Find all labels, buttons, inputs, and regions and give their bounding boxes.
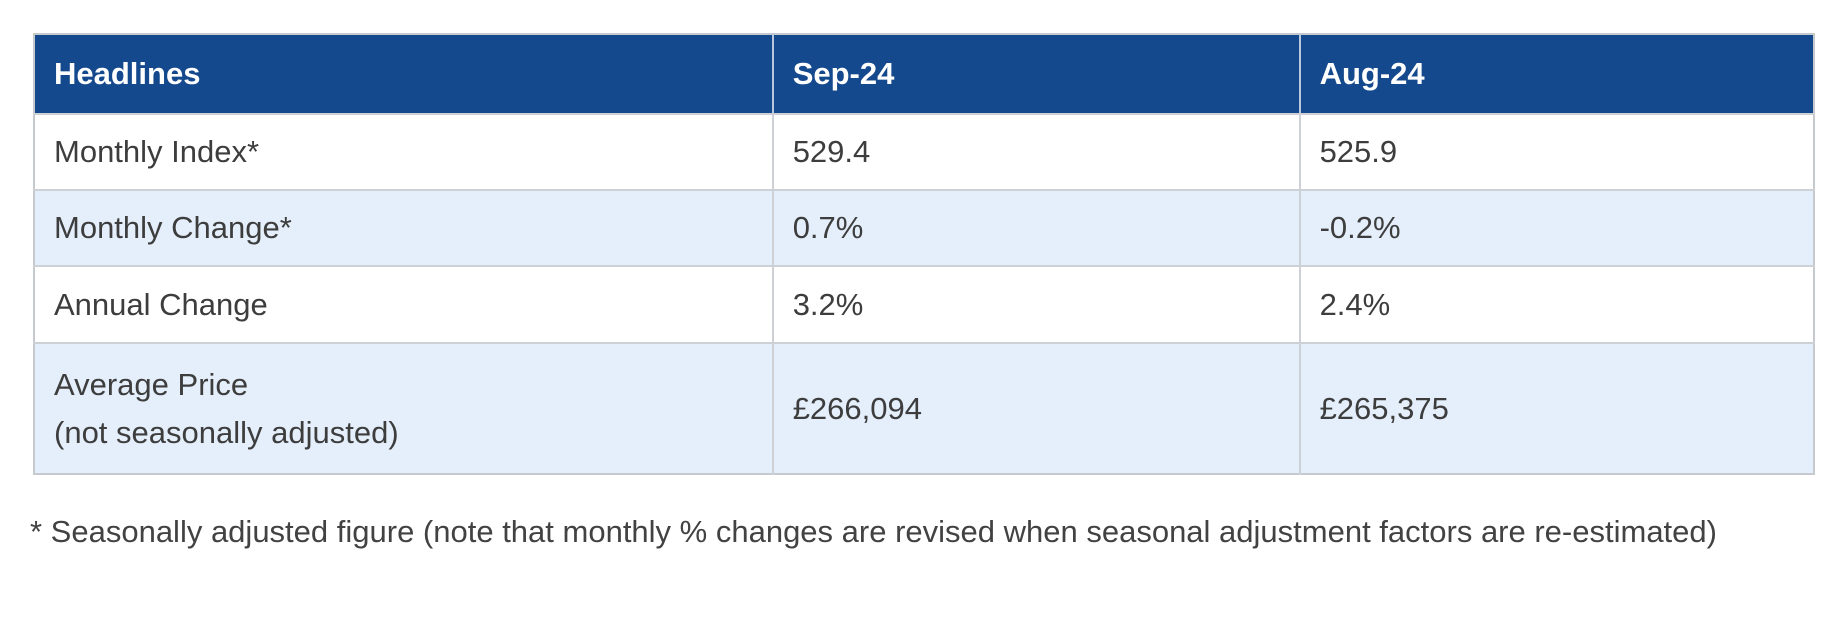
row-label-line2: (not seasonally adjusted)	[54, 414, 399, 450]
row-label: Monthly Index*	[34, 114, 774, 191]
cell-sep24-monthly-index: 529.4	[772, 114, 1301, 191]
headlines-table: Headlines Sep-24 Aug-24 Monthly Index* 5…	[33, 33, 1815, 475]
cell-aug24-average-price: £265,375	[1299, 343, 1814, 474]
cell-sep24-monthly-change: 0.7%	[772, 190, 1301, 267]
cell-sep24-annual-change: 3.2%	[772, 266, 1301, 344]
cell-sep24-average-price: £266,094	[772, 343, 1301, 474]
headlines-table-container: Headlines Sep-24 Aug-24 Monthly Index* 5…	[33, 33, 1815, 475]
header-row: Headlines Sep-24 Aug-24	[34, 34, 1814, 115]
row-label: Average Price (not seasonally adjusted)	[34, 343, 774, 474]
column-header-aug-24: Aug-24	[1299, 34, 1814, 115]
table-row-monthly-change: Monthly Change* 0.7% -0.2%	[34, 190, 1814, 267]
column-header-sep-24: Sep-24	[772, 34, 1301, 115]
row-label: Annual Change	[34, 266, 774, 344]
table-header: Headlines Sep-24 Aug-24	[34, 34, 1814, 115]
table-body: Monthly Index* 529.4 525.9 Monthly Chang…	[34, 114, 1814, 474]
cell-aug24-annual-change: 2.4%	[1299, 266, 1814, 344]
table-row-average-price: Average Price (not seasonally adjusted) …	[34, 343, 1814, 474]
cell-aug24-monthly-change: -0.2%	[1299, 190, 1814, 267]
footnote: * Seasonally adjusted figure (note that …	[30, 514, 1717, 549]
cell-aug24-monthly-index: 525.9	[1299, 114, 1814, 191]
row-label: Monthly Change*	[34, 190, 774, 267]
row-label-lines: Average Price (not seasonally adjusted)	[54, 347, 752, 469]
column-header-headlines: Headlines	[34, 34, 774, 115]
table-row-monthly-index: Monthly Index* 529.4 525.9	[34, 114, 1814, 191]
row-label-line1: Average Price	[54, 367, 249, 403]
table-row-annual-change: Annual Change 3.2% 2.4%	[34, 266, 1814, 344]
